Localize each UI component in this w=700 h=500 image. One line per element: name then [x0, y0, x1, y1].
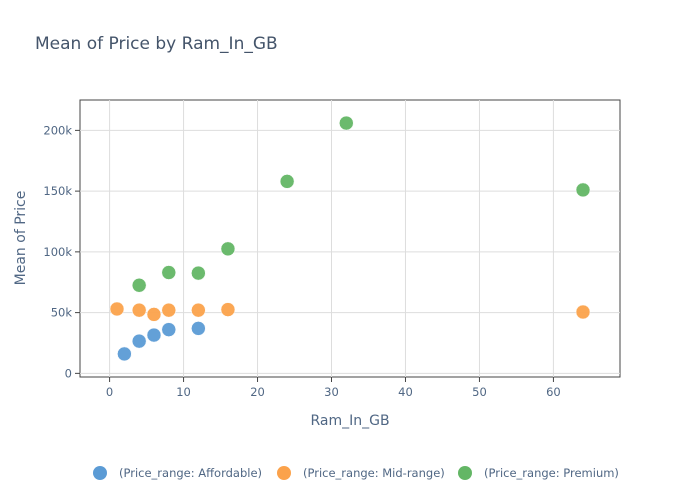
- data-point: [146, 327, 162, 343]
- data-point: [575, 182, 591, 198]
- data-point: [339, 115, 354, 131]
- y-tick-label: 150k: [43, 184, 72, 198]
- axis-ticks: 0 10 20 30 40 50 60 0 50k 100k 150k 200k: [43, 123, 560, 399]
- y-tick-label: 200k: [43, 123, 72, 137]
- y-axis-title: Mean of Price: [13, 191, 29, 286]
- legend-label: (Price_range: Affordable): [119, 466, 262, 480]
- legend-marker: [93, 466, 107, 480]
- data-point: [131, 278, 147, 293]
- data-point: [161, 302, 177, 318]
- x-tick-label: 10: [176, 385, 191, 399]
- data-point: [109, 301, 125, 317]
- data-point: [161, 322, 177, 337]
- data-markers: [109, 115, 591, 362]
- data-point: [575, 304, 591, 320]
- data-point: [279, 174, 295, 189]
- legend-marker: [458, 466, 472, 480]
- x-tick-label: 60: [546, 385, 561, 399]
- data-point: [146, 307, 162, 322]
- chart-title: Mean of Price by Ram_In_GB: [35, 34, 278, 54]
- y-tick-label: 100k: [43, 245, 72, 259]
- legend-marker: [277, 466, 291, 480]
- legend-label: (Price_range: Premium): [484, 466, 619, 480]
- data-point: [191, 321, 206, 336]
- legend-label: (Price_range: Mid-range): [303, 466, 445, 480]
- data-point: [191, 265, 206, 281]
- data-point: [161, 265, 177, 280]
- x-tick-label: 30: [324, 385, 339, 399]
- x-tick-label: 20: [250, 385, 265, 399]
- data-point: [191, 302, 206, 318]
- x-tick-label: 40: [398, 385, 413, 399]
- data-point: [131, 302, 147, 318]
- data-point: [117, 346, 132, 362]
- y-tick-label: 50k: [51, 306, 73, 320]
- data-point: [220, 302, 236, 317]
- y-tick-label: 0: [65, 366, 72, 380]
- legend: (Price_range: Affordable) (Price_range: M…: [93, 466, 619, 480]
- x-tick-label: 0: [106, 385, 113, 399]
- x-tick-label: 50: [472, 385, 487, 399]
- x-axis-title: Ram_In_GB: [310, 413, 389, 429]
- data-point: [131, 333, 147, 349]
- data-point: [220, 241, 236, 257]
